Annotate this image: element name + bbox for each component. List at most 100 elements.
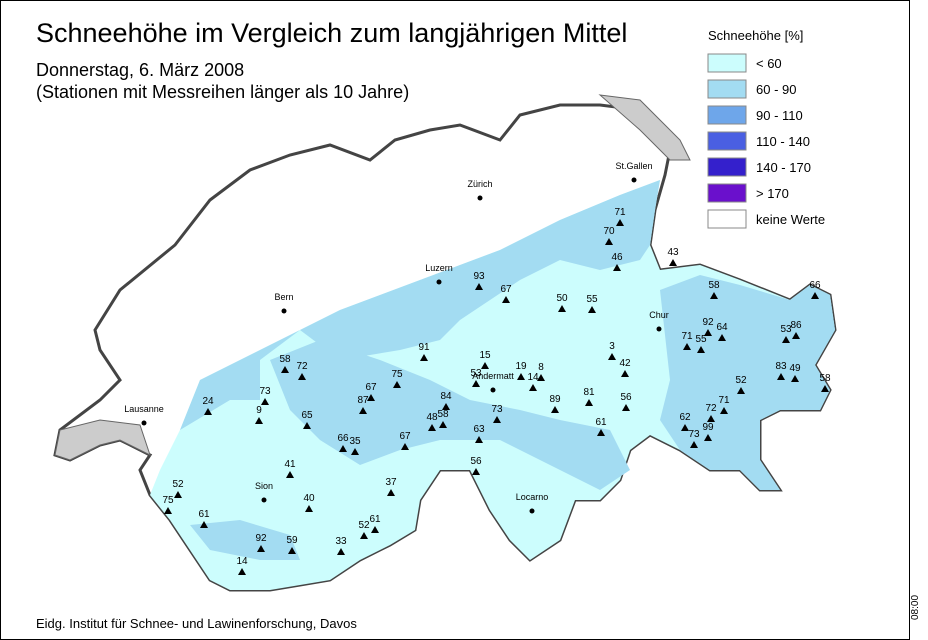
city-label: Andermatt xyxy=(472,371,514,381)
legend-label: 140 - 170 xyxy=(756,160,811,175)
legend-swatch xyxy=(707,53,747,73)
station-value: 61 xyxy=(198,509,210,520)
legend-swatch xyxy=(707,183,747,203)
legend-swatch xyxy=(707,131,747,151)
station-value: 53 xyxy=(470,368,482,379)
station-marker xyxy=(401,443,409,450)
station-marker xyxy=(442,403,450,410)
zone-mid xyxy=(190,520,300,560)
station-value: 73 xyxy=(688,429,700,440)
station-marker xyxy=(298,373,306,380)
station-value: 61 xyxy=(595,417,607,428)
station-marker xyxy=(588,306,596,313)
station-value: 40 xyxy=(303,493,315,504)
station-value: 50 xyxy=(556,293,568,304)
station-marker xyxy=(502,296,510,303)
station-marker xyxy=(811,292,819,299)
station-marker xyxy=(720,407,728,414)
station-value: 89 xyxy=(549,394,561,405)
station-marker xyxy=(420,354,428,361)
city-dot xyxy=(261,497,267,503)
city-dot xyxy=(490,387,496,393)
station-value: 91 xyxy=(418,342,430,353)
station-marker xyxy=(792,332,800,339)
station-marker xyxy=(616,219,624,226)
station-marker xyxy=(472,468,480,475)
city-label: Lausanne xyxy=(124,404,164,414)
station-marker xyxy=(669,259,677,266)
city-dot xyxy=(141,420,147,426)
legend-title: Schneehöhe [%] xyxy=(708,28,803,43)
station-marker xyxy=(393,381,401,388)
station-value: 58 xyxy=(708,280,720,291)
station-value: 70 xyxy=(603,226,615,237)
station-value: 62 xyxy=(679,412,691,423)
station-marker xyxy=(605,238,613,245)
station-value: 61 xyxy=(369,514,381,525)
legend-swatch xyxy=(707,209,747,229)
station-marker xyxy=(387,489,395,496)
city-label: Luzern xyxy=(425,263,453,273)
station-value: 93 xyxy=(473,271,485,282)
station-marker xyxy=(288,547,296,554)
station-marker xyxy=(428,424,436,431)
station-marker xyxy=(286,471,294,478)
station-value: 67 xyxy=(500,284,512,295)
legend-label: 90 - 110 xyxy=(756,108,803,123)
station-value: 55 xyxy=(695,334,707,345)
station-value: 58 xyxy=(279,354,291,365)
station-marker xyxy=(704,329,712,336)
station-value: 73 xyxy=(259,386,271,397)
station-value: 9 xyxy=(256,405,262,416)
station-marker xyxy=(204,408,212,415)
station-value: 65 xyxy=(301,410,313,421)
city-label: Sion xyxy=(255,481,273,491)
station-value: 52 xyxy=(358,520,370,531)
legend-swatch xyxy=(707,79,747,99)
station-marker xyxy=(718,334,726,341)
city-label: St.Gallen xyxy=(615,161,652,171)
station-value: 53 xyxy=(780,324,792,335)
city-label: Chur xyxy=(649,310,669,320)
station-value: 75 xyxy=(162,495,174,506)
city-label: Bern xyxy=(274,292,293,302)
station-value: 14 xyxy=(236,556,248,567)
station-value: 58 xyxy=(819,373,831,384)
station-value: 75 xyxy=(391,369,403,380)
station-value: 71 xyxy=(718,395,730,406)
city-dot xyxy=(281,308,287,314)
legend-label: 110 - 140 xyxy=(756,134,810,149)
station-value: 14 xyxy=(527,372,539,383)
station-value: 83 xyxy=(775,361,787,372)
legend-label: < 60 xyxy=(756,56,782,71)
station-value: 42 xyxy=(619,358,631,369)
station-marker xyxy=(339,445,347,452)
station-marker xyxy=(597,429,605,436)
station-value: 52 xyxy=(172,479,184,490)
city-dot xyxy=(631,177,637,183)
station-marker xyxy=(200,521,208,528)
station-marker xyxy=(255,417,263,424)
legend: Schneehöhe [%] < 60 60 - 90 90 - 110 110 - … xyxy=(707,28,825,229)
station-value: 33 xyxy=(335,536,347,547)
station-marker xyxy=(472,380,480,387)
station-marker xyxy=(613,264,621,271)
station-marker xyxy=(360,532,368,539)
legend-swatch xyxy=(707,157,747,177)
station-marker xyxy=(777,373,785,380)
station-value: 35 xyxy=(349,436,361,447)
station-marker xyxy=(371,526,379,533)
lake xyxy=(598,94,691,161)
station-marker xyxy=(493,416,501,423)
city-label: Zürich xyxy=(467,179,492,189)
station-value: 67 xyxy=(399,431,411,442)
station-value: 15 xyxy=(479,350,491,361)
lake xyxy=(54,419,151,461)
station-value: 52 xyxy=(735,375,747,386)
station-value: 92 xyxy=(702,317,714,328)
station-value: 43 xyxy=(667,247,679,258)
station-marker xyxy=(558,305,566,312)
station-marker xyxy=(690,441,698,448)
legend-label: 60 - 90 xyxy=(756,82,796,97)
